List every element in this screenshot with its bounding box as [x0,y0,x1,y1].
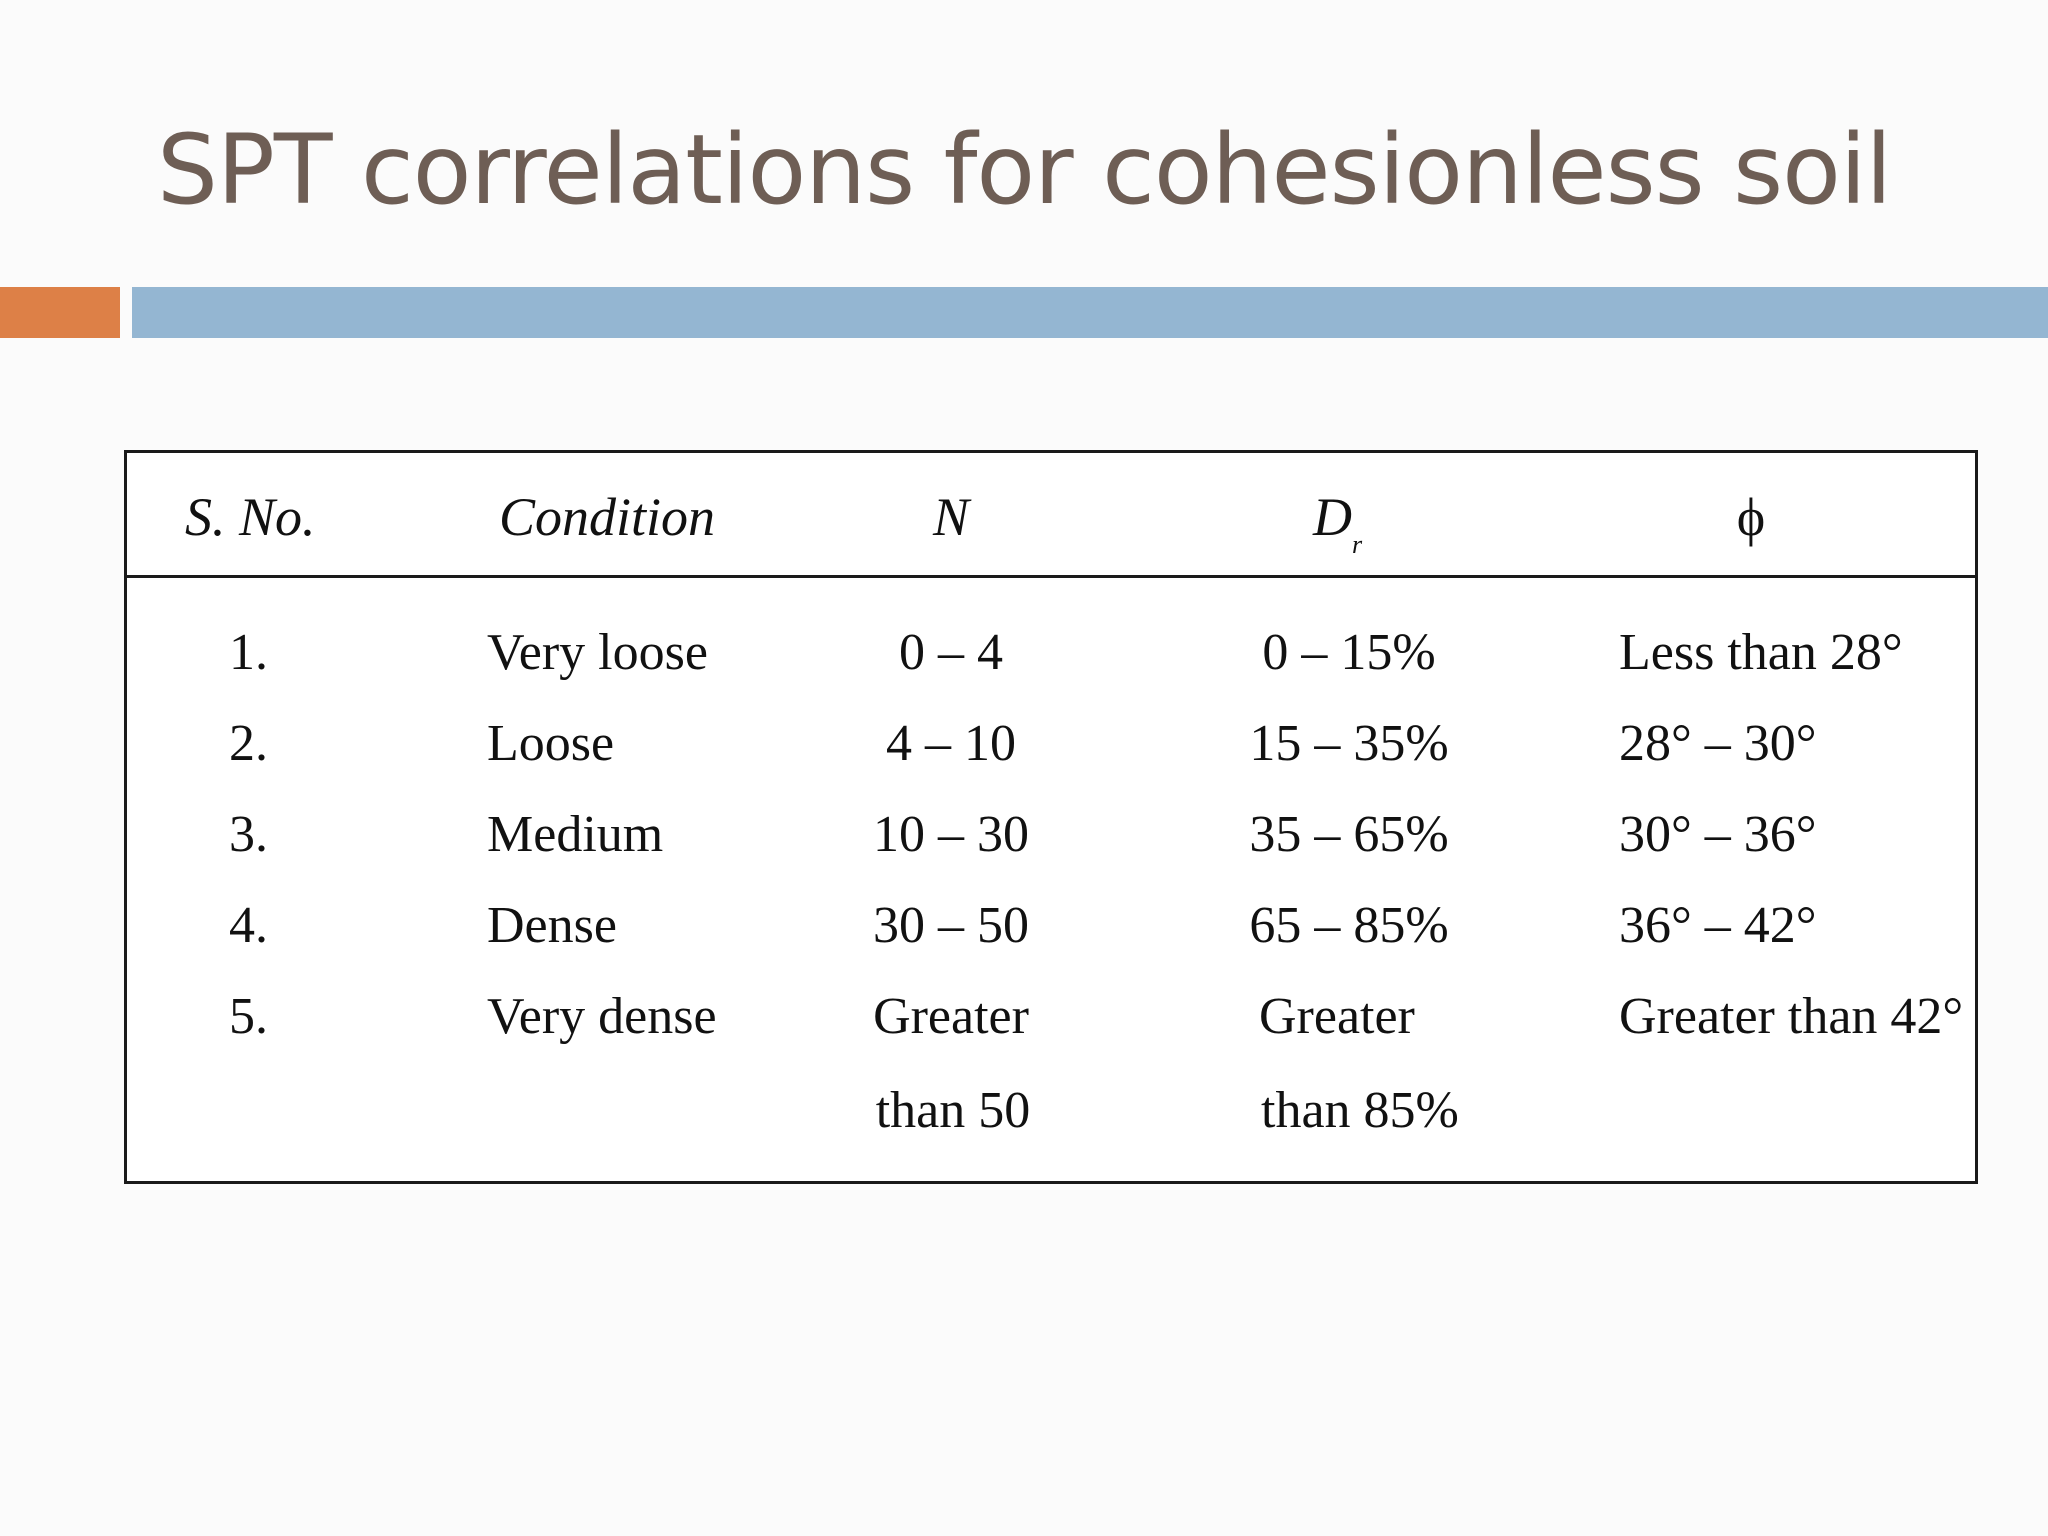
row5-n-continuation: than 50 [875,1082,1031,1139]
row2-condition: Loose [487,715,615,772]
row4-phi: 36° – 42° [1619,897,1817,954]
row2-n: 4 – 10 [886,715,1016,772]
row4-dr: 65 – 85% [1249,897,1449,954]
row1-sno: 1. [229,624,268,681]
header-condition: Condition [499,487,716,547]
header-dr-subscript: r [1352,530,1363,559]
header-phi: ϕ [1736,487,1766,547]
row4-n: 30 – 50 [873,897,1029,954]
table-header-row: S. No. Condition N Dr ϕ [127,453,1975,578]
row3-sno: 3. [229,806,268,863]
row5-sno: 5. [229,988,268,1045]
accent-bar-blue [132,287,2048,338]
row3-condition: Medium [487,806,664,863]
slide-title: SPT correlations for cohesionless soil [157,114,1892,226]
row1-dr: 0 – 15% [1262,624,1436,681]
row5-dr-continuation: than 85% [1261,1082,1459,1139]
row5-n: Greater [873,988,1029,1045]
header-sno: S. No. [185,487,316,547]
header-dr-main: D [1313,487,1352,547]
row1-phi: Less than 28° [1619,624,1903,681]
row5-dr: Greater [1259,988,1415,1045]
row3-phi: 30° – 36° [1619,806,1817,863]
row1-condition: Very loose [487,624,708,681]
row5-condition: Very dense [487,988,717,1045]
row2-phi: 28° – 30° [1619,715,1817,772]
header-dr: Dr [1313,487,1362,575]
row4-condition: Dense [487,897,617,954]
row2-sno: 2. [229,715,268,772]
spt-correlation-table: S. No. Condition N Dr ϕ 1. Very loose 0 … [124,450,1978,1184]
row3-dr: 35 – 65% [1249,806,1449,863]
accent-bar-orange [0,287,120,338]
row1-n: 0 – 4 [899,624,1003,681]
header-n: N [932,487,970,547]
row3-n: 10 – 30 [873,806,1029,863]
row2-dr: 15 – 35% [1249,715,1449,772]
row4-sno: 4. [229,897,268,954]
row5-phi: Greater than 42° [1619,988,1964,1045]
